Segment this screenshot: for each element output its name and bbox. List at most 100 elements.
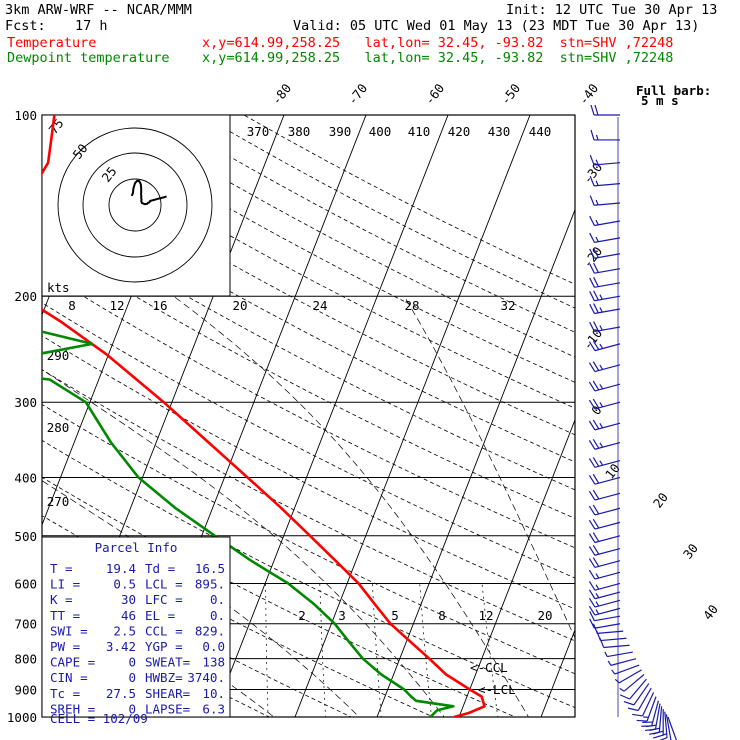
- wind-barb-staff: [629, 678, 647, 700]
- parcel-info-box: Parcel Info T = 19.4 Td = 16.5 LI = 0.5 LCL = 89…: [41, 536, 231, 726]
- parcel-param-value: 0.5: [113, 577, 136, 592]
- forecast-label: Fcst:: [5, 18, 46, 34]
- wind-barb-staff: [633, 683, 650, 706]
- wind-barb-staff: [600, 637, 627, 642]
- plot-border: [41, 114, 576, 718]
- wind-barb-flag: [592, 489, 600, 500]
- wind-barb-staff: [594, 459, 621, 468]
- isotherm-label: -50: [498, 81, 524, 108]
- wind-barb-half-flag: [611, 669, 616, 675]
- wind-barb: [588, 580, 621, 591]
- parcel-param-name: LI =: [50, 577, 80, 592]
- wind-barb: [588, 398, 621, 410]
- theta-label: 390: [329, 124, 352, 139]
- wind-barb-staff: [665, 714, 672, 740]
- wind-barb-staff: [594, 560, 621, 569]
- wind-barb-staff: [594, 476, 621, 485]
- dry-adiabat: [42, 439, 575, 709]
- parcel-cell: CELL = 102/09: [50, 711, 148, 726]
- wind-barb-half-flag: [599, 307, 603, 313]
- parcel-param-value: 3740.: [187, 670, 225, 685]
- mixing-ratio-label: 2: [298, 608, 306, 623]
- parcel-param-value: 2.5: [113, 623, 136, 638]
- wind-barb: [614, 669, 642, 684]
- wind-barb-staff: [594, 220, 621, 227]
- parcel-param-name: YGP =: [145, 639, 183, 654]
- wind-barb: [588, 419, 621, 431]
- parcel-param-value: 0: [128, 701, 136, 716]
- wind-barb: [588, 340, 621, 352]
- theta-left-label: 280: [47, 420, 70, 435]
- wind-barb-flag: [592, 419, 600, 430]
- wind-barb-staff: [594, 599, 621, 608]
- wind-barb: [588, 597, 621, 608]
- wind-barb-half-flag: [595, 199, 599, 206]
- wind-barb: [589, 215, 621, 227]
- parcel-param-value: 19.4: [106, 561, 136, 576]
- mixing-ratio-top-label: 12: [109, 298, 124, 313]
- wind-barb-flag: [653, 734, 664, 739]
- hodograph-ring-label: 50: [70, 141, 91, 162]
- mixing-ratio-label: 20: [537, 608, 552, 623]
- wind-barb-flag: [648, 731, 660, 735]
- mixing-ratio-label: 3: [338, 608, 346, 623]
- mixing-ratio-top-label: 28: [404, 298, 419, 313]
- wind-barb-flag: [592, 557, 600, 567]
- wind-barb-flag: [589, 155, 595, 166]
- wind-barb-flag: [592, 380, 600, 391]
- wind-barb-staff: [637, 687, 652, 711]
- mixing-ratio-line: [319, 583, 326, 717]
- mixing-ratio-top-label: 20: [232, 298, 247, 313]
- wind-barb-flag: [592, 439, 600, 449]
- wind-barb-half-flag: [599, 364, 604, 370]
- isotherm-line: [458, 418, 575, 717]
- wind-barb-flag: [593, 290, 599, 301]
- wind-barb-flag: [592, 518, 600, 529]
- wind-barb-half-flag: [619, 687, 625, 692]
- wind-barb-flag: [589, 291, 595, 302]
- wind-barb-staff: [594, 326, 621, 333]
- parcel-info-title: Parcel Info: [95, 540, 178, 555]
- wind-barb-half-flag: [599, 325, 603, 331]
- moist-adiabat: [403, 296, 575, 639]
- isotherm-line: [700, 87, 740, 729]
- wind-barb: [588, 589, 621, 600]
- moist-adiabat: [42, 369, 445, 717]
- barb-legend-units: 5 m s: [641, 93, 679, 108]
- wind-barb-half-flag: [595, 180, 599, 186]
- wind-barb-staff: [594, 202, 621, 206]
- wind-barb-flag: [592, 532, 600, 542]
- wind-barb: [667, 716, 678, 740]
- wind-barb-staff: [614, 664, 640, 675]
- wind-barb-staff: [594, 571, 621, 580]
- valid-time: Valid: 05 UTC Wed 01 May 13 (23 MDT Tue …: [293, 18, 700, 34]
- init-time: Init: 12 UTC Tue 30 Apr 13: [506, 2, 718, 18]
- wind-barb-flag: [645, 728, 656, 732]
- wind-barb-staff: [618, 669, 642, 684]
- wind-barb-flag: [589, 611, 595, 621]
- wind-barb-staff: [594, 441, 621, 450]
- isotherm-line: [618, 87, 740, 729]
- isotherm-line: [376, 208, 575, 717]
- wind-barb-staff: [654, 703, 661, 730]
- barb-legend-title: Full barb:: [636, 83, 711, 98]
- wind-barb: [589, 303, 621, 315]
- wind-barb-half-flag: [599, 384, 604, 390]
- wind-barb: [604, 651, 633, 658]
- hodograph-ring-label: 75: [46, 116, 67, 137]
- wind-barb-flag: [588, 589, 596, 600]
- parcel-param-name: LFC =: [145, 592, 183, 607]
- parcel-param-name: K =: [50, 592, 73, 607]
- wind-barb-staff: [607, 651, 633, 658]
- mixing-ratio-top-label: 32: [500, 298, 515, 313]
- wind-barb: [588, 569, 621, 580]
- wind-barb-half-flag: [599, 294, 603, 300]
- wind-barb-staff: [594, 535, 621, 544]
- wind-barb-flag: [623, 701, 635, 706]
- wind-barb-flag: [619, 694, 630, 700]
- wind-barb: [588, 457, 621, 468]
- wind-barb: [589, 232, 621, 243]
- dewpoint-legend-info: x,y=614.99,258.25 lat,lon= 32.45, -93.82…: [202, 50, 674, 66]
- wind-barbs: [588, 104, 678, 740]
